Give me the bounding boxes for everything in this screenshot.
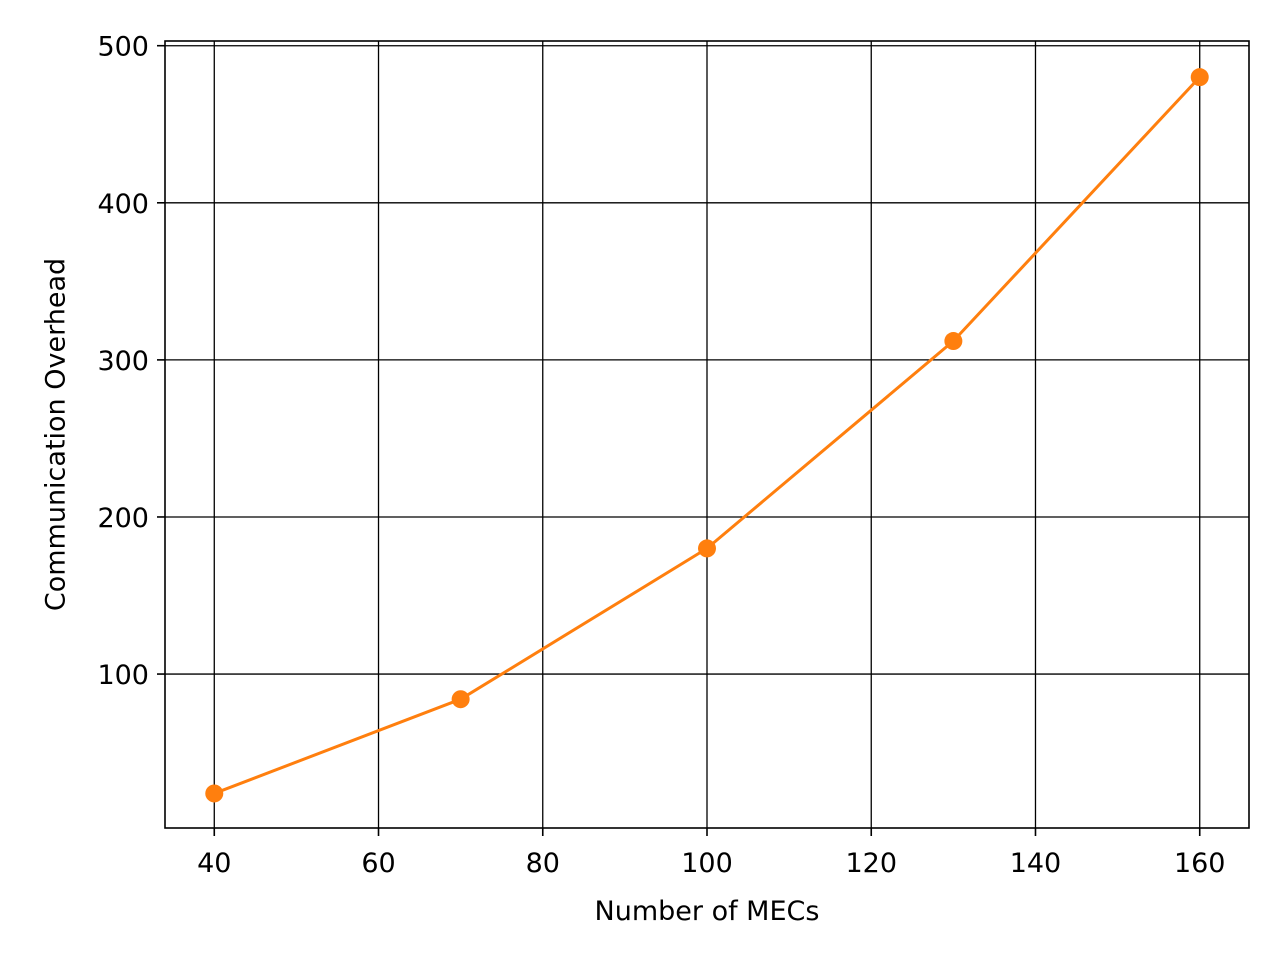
data-point bbox=[451, 690, 470, 709]
y-axis-label: Communication Overhead bbox=[40, 258, 71, 611]
x-tick-label: 100 bbox=[681, 848, 733, 879]
x-tick-label: 120 bbox=[845, 848, 897, 879]
y-tick-label: 200 bbox=[97, 503, 149, 534]
x-tick-label: 80 bbox=[526, 848, 560, 879]
x-axis-label: Number of MECs bbox=[595, 896, 820, 927]
x-tick-label: 40 bbox=[197, 848, 231, 879]
y-tick-label: 100 bbox=[97, 660, 149, 691]
series-layer bbox=[205, 68, 1209, 803]
x-tick-label: 140 bbox=[1010, 848, 1062, 879]
data-point bbox=[944, 332, 963, 351]
y-tick-label: 400 bbox=[97, 189, 149, 220]
y-tick-label: 500 bbox=[97, 32, 149, 63]
x-tick-label: 160 bbox=[1174, 848, 1226, 879]
data-point bbox=[1190, 68, 1209, 87]
x-tick-label: 60 bbox=[361, 848, 395, 879]
data-point bbox=[698, 539, 716, 558]
data-point bbox=[205, 784, 224, 803]
grid bbox=[165, 41, 1249, 828]
y-tick-label: 300 bbox=[97, 346, 149, 377]
tick-layer: 40 60 80 100 120 140 160 100 200 300 400 500 bbox=[97, 32, 1225, 879]
